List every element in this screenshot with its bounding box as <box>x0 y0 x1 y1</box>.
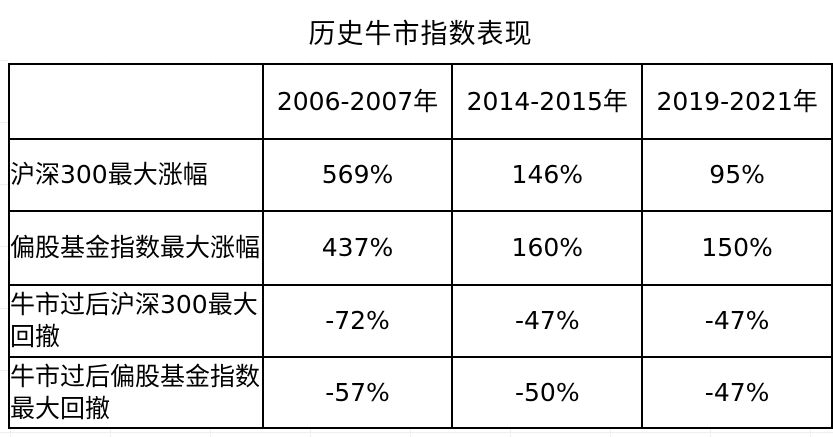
header-cell-empty[interactable] <box>8 63 264 140</box>
table-cell[interactable]: -47% <box>641 284 833 358</box>
row-label[interactable]: 偏股基金指数最大涨幅 <box>8 210 264 286</box>
table-cell[interactable]: 146% <box>451 138 644 212</box>
table-row: 牛市过后偏股基金指数最大回撤 -57% -50% -47% <box>8 356 833 429</box>
row-label[interactable]: 沪深300最大涨幅 <box>8 138 264 212</box>
table-cell[interactable]: 437% <box>261 210 454 286</box>
header-cell-2014-2015[interactable]: 2014-2015年 <box>451 63 644 140</box>
row-label[interactable]: 牛市过后沪深300最大回撤 <box>8 284 264 358</box>
table-cell[interactable]: 160% <box>451 210 644 286</box>
table-row: 牛市过后沪深300最大回撤 -72% -47% -47% <box>8 284 833 358</box>
table-cell[interactable]: 150% <box>641 210 833 286</box>
table-row: 偏股基金指数最大涨幅 437% 160% 150% <box>8 210 833 286</box>
table-cell[interactable]: 569% <box>261 138 454 212</box>
table-cell[interactable]: -57% <box>261 356 454 429</box>
table-cell[interactable]: -47% <box>451 284 644 358</box>
header-row: 2006-2007年 2014-2015年 2019-2021年 <box>8 63 833 140</box>
table-cell[interactable]: -47% <box>641 356 833 429</box>
header-cell-2006-2007[interactable]: 2006-2007年 <box>261 63 454 140</box>
table-cell[interactable]: 95% <box>641 138 833 212</box>
table-title: 历史牛市指数表现 <box>8 0 833 62</box>
bull-market-table: 2006-2007年 2014-2015年 2019-2021年 沪深300最大… <box>8 63 833 429</box>
table-row: 沪深300最大涨幅 569% 146% 95% <box>8 138 833 212</box>
row-label[interactable]: 牛市过后偏股基金指数最大回撤 <box>8 356 264 429</box>
header-cell-2019-2021[interactable]: 2019-2021年 <box>641 63 833 140</box>
table-cell[interactable]: -50% <box>451 356 644 429</box>
table-cell[interactable]: -72% <box>261 284 454 358</box>
